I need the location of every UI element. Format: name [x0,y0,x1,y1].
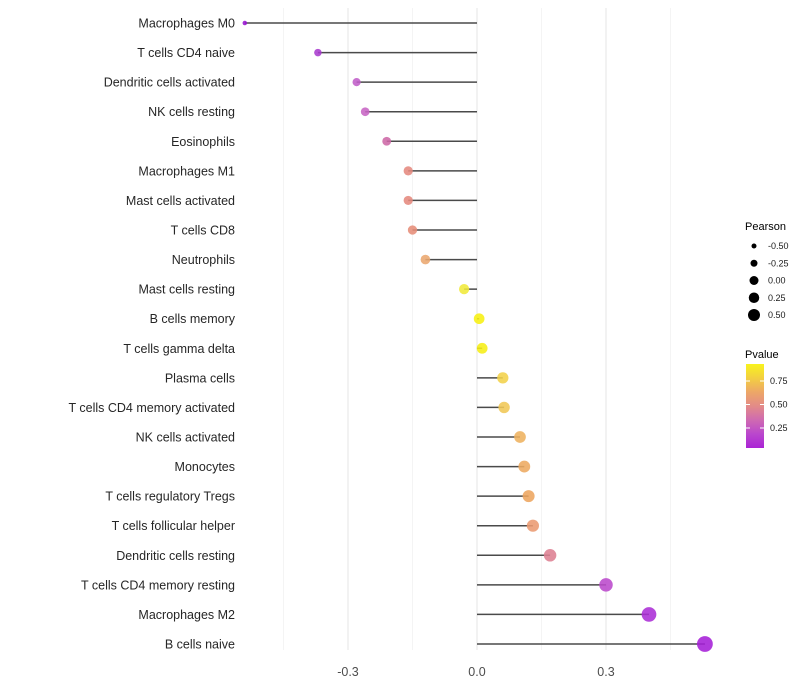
legend-size-dot [748,292,760,303]
x-axis-tick-label: -0.3 [337,665,359,679]
lollipop-dot [420,254,431,265]
legend-size-label: 0.00 [768,276,786,286]
lollipop-dot [543,549,557,562]
y-axis-label: Mast cells resting [138,283,235,297]
y-axis-label: T cells CD4 naive [137,46,235,60]
legend-size-label: 0.50 [768,310,786,320]
x-axis-tick-label: 0.3 [597,665,614,679]
y-axis-label: Macrophages M1 [138,164,235,178]
legend-size-dot [751,243,757,249]
y-axis-label: T cells CD8 [171,223,235,237]
y-axis-label: NK cells resting [148,105,235,119]
y-axis-label: Plasma cells [165,371,235,385]
lollipop-dot [476,342,488,354]
lollipop-dot [599,578,613,592]
lollipop-dot [514,431,526,443]
y-axis-label: T cells gamma delta [123,342,235,356]
lollipop-dot [314,48,322,57]
lollipop-dot [518,460,531,473]
lollipop-dot [360,107,370,117]
legend-size-dot [749,276,759,285]
y-axis-label: Dendritic cells activated [104,76,235,90]
legend-colorbar [746,364,764,448]
y-axis-label: NK cells activated [136,430,235,444]
lollipop-dot [403,166,413,176]
lollipop-dot [403,195,413,206]
y-axis-label: T cells regulatory Tregs [105,490,235,504]
lollipop-dot [522,490,535,503]
y-axis-label: B cells naive [165,637,235,651]
lollipop-dot [407,225,418,235]
y-axis-label: T cells follicular helper [112,519,235,533]
y-axis-label: Neutrophils [172,253,235,267]
y-axis-label: B cells memory [150,312,236,326]
legend-size-dot [750,259,758,267]
legend-pvalue-tick-label: 0.75 [770,376,788,386]
y-axis-label: Macrophages M2 [138,608,235,622]
lollipop-dot [352,78,361,87]
lollipop-dot [242,20,248,26]
x-axis-tick-label: 0.0 [468,665,485,679]
y-axis-label: Mast cells activated [126,194,235,208]
y-axis-label: Macrophages M0 [138,17,235,31]
lollipop-dot [473,313,485,325]
legend-pvalue-tick-label: 0.25 [770,423,788,433]
y-axis-label: Monocytes [175,460,235,474]
legend-size-label: -0.25 [768,258,789,268]
legend-pvalue-tick-label: 0.50 [770,400,788,410]
legend-pvalue-title: Pvalue [745,349,779,361]
lollipop-dot [526,519,540,532]
y-axis-label: T cells CD4 memory activated [69,401,236,415]
legend-size-label: -0.50 [768,241,789,251]
legend-size-label: 0.25 [768,293,786,303]
y-axis-label: Eosinophils [171,135,235,149]
y-axis-label: T cells CD4 memory resting [81,578,235,592]
legend-pearson-title: Pearson [745,221,786,233]
legend-size-dot [748,309,760,321]
lollipop-dot [497,372,509,384]
lollipop-dot [697,636,713,652]
lollipop-dot [498,401,510,414]
y-axis-label: Dendritic cells resting [116,549,235,563]
lollipop-dot [459,284,470,295]
lollipop-dot [641,607,657,622]
lollipop-dot [382,136,392,146]
